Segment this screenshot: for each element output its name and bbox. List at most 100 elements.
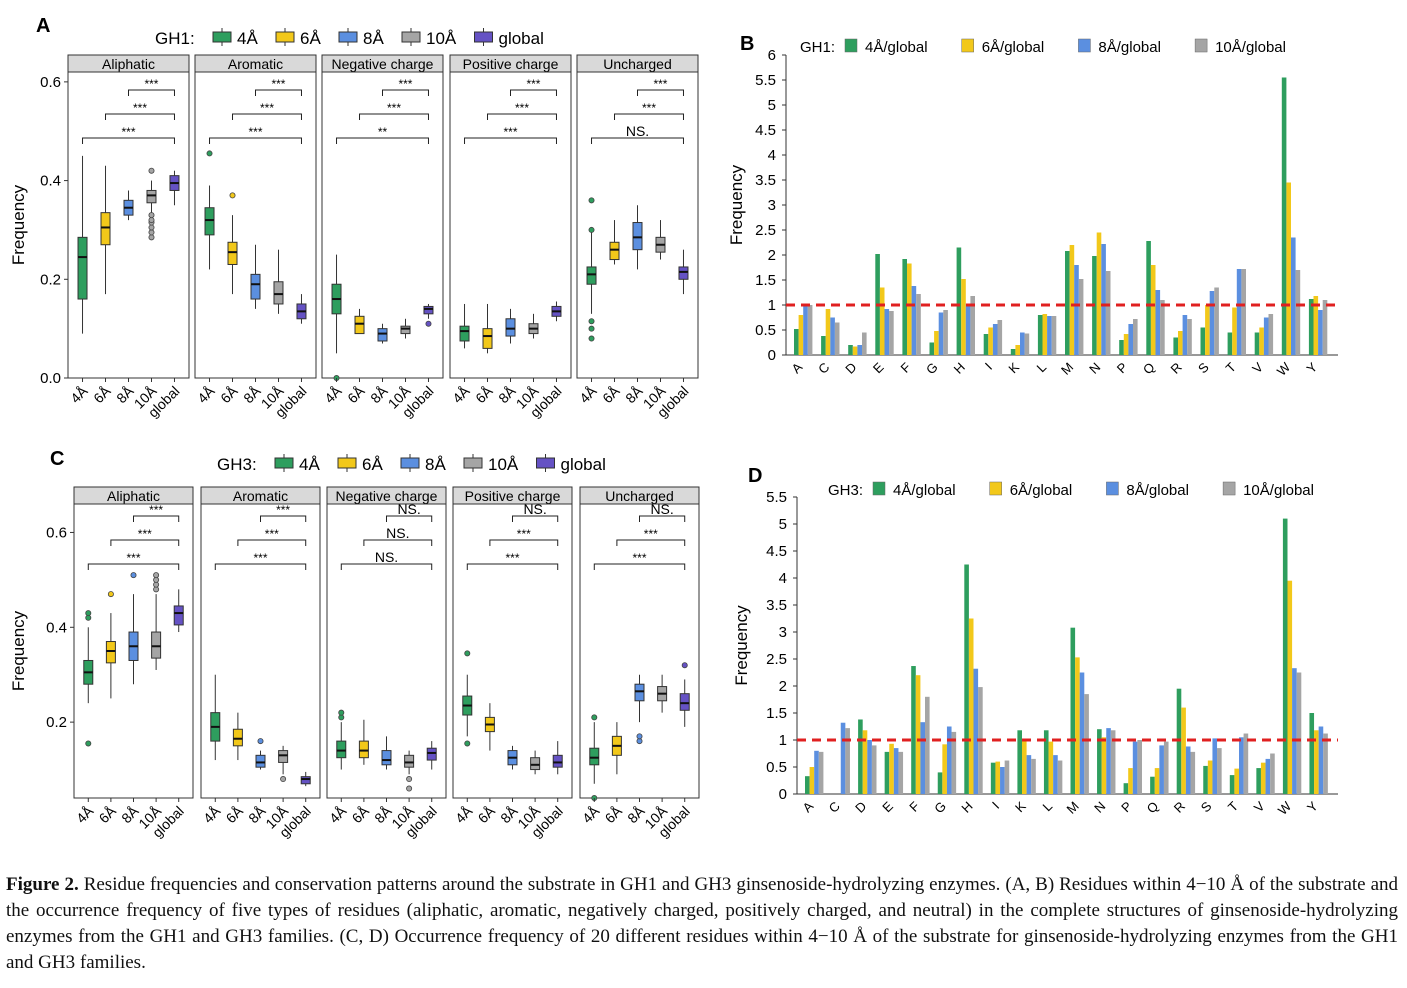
bar-G-2: [946, 726, 952, 794]
box-outlier: [85, 610, 92, 617]
box-outlier: [425, 320, 432, 327]
box-outlier: [130, 572, 137, 579]
box-outlier: [257, 738, 264, 745]
x-tick-label: 6Å: [599, 382, 623, 406]
bar-Y-1: [1313, 296, 1319, 355]
bar-V-2: [1263, 317, 1269, 355]
significance-label: ***: [121, 125, 135, 139]
box-iqr: [589, 747, 600, 766]
legend-key-box: [401, 31, 421, 43]
panel-label: C: [50, 448, 64, 470]
panel-C: C GH3: 4Å 6Å 8Å 10Å globalFrequency0.20.40.6Al…: [9, 448, 700, 841]
box-6A: [227, 192, 238, 295]
box-iqr: [609, 241, 620, 261]
bar-G-0: [929, 342, 935, 355]
y-tick-label: 5: [768, 97, 776, 114]
box-10A: [151, 572, 162, 670]
x-tick-label: A: [789, 359, 806, 376]
bar-M-3: [1084, 694, 1089, 794]
legend-key-box: [463, 457, 483, 469]
bar-S-0: [1203, 765, 1208, 794]
box-iqr: [100, 212, 111, 246]
box-outlier: [148, 212, 155, 219]
facet-title: Negative charge: [336, 488, 438, 504]
bar-D-0: [858, 719, 863, 794]
legend-key-icon: [463, 454, 483, 472]
bar-K-3: [1024, 333, 1030, 355]
x-tick-label: 6Å: [217, 382, 241, 406]
box-global: [551, 301, 562, 322]
significance-label: **: [378, 125, 388, 139]
bar-S-0: [1200, 327, 1206, 355]
legend-label: 6Å: [300, 29, 321, 48]
significance-label: ***: [276, 503, 290, 517]
bar-V-3: [1268, 314, 1274, 355]
significance-label: ***: [149, 503, 163, 517]
y-tick-label: 6: [768, 47, 776, 64]
bar-N-1: [1101, 737, 1107, 794]
box-outlier: [588, 226, 595, 233]
bar-P-1: [1128, 768, 1133, 794]
y-tick-label: 5: [779, 516, 787, 533]
bar-N-2: [1106, 728, 1111, 794]
legend-label: 8Å/global: [1098, 39, 1161, 56]
significance-bracket: [359, 113, 429, 120]
facet-frame: [200, 503, 321, 799]
legend-swatch: [989, 481, 1002, 496]
y-tick-label: 3: [779, 624, 787, 641]
bar-A-3: [818, 751, 824, 794]
box-iqr: [400, 325, 411, 335]
significance-bracket: [616, 539, 686, 546]
box-iqr: [426, 747, 437, 761]
bar-I-2: [992, 324, 998, 355]
bar-H-0: [964, 564, 969, 794]
x-tick-label: I: [982, 360, 995, 373]
legend-label: 10Å: [488, 455, 519, 474]
x-tick-label: 6Å: [96, 802, 120, 826]
facet-title: Positive charge: [463, 56, 559, 72]
bar-R-2: [1182, 315, 1188, 355]
bar-V-1: [1260, 762, 1266, 794]
x-tick-label: 4Å: [576, 382, 600, 406]
box-4A: [459, 303, 470, 349]
box-iqr: [679, 693, 690, 711]
bar-W-2: [1292, 668, 1297, 794]
significance-label: ***: [644, 527, 658, 541]
x-tick-label: A: [800, 798, 817, 815]
bar-A-3: [807, 305, 813, 355]
x-tick-label: E: [870, 359, 887, 376]
x-tick-label: N: [1086, 360, 1103, 377]
x-tick-label: 4Å: [67, 382, 91, 406]
bar-Q-2: [1159, 745, 1164, 794]
bar-N-3: [1110, 730, 1116, 794]
bar-M-1: [1069, 245, 1075, 355]
box-outlier: [588, 197, 595, 204]
legend-title: GH3:: [217, 455, 257, 474]
box-4A: [586, 197, 597, 342]
legend-key-icon: [400, 454, 420, 472]
facet-frame: [67, 71, 190, 379]
bar-G-0: [937, 772, 943, 794]
x-tick-label: F: [906, 798, 922, 814]
x-tick-label: W: [1274, 359, 1294, 379]
box-8A: [634, 674, 645, 745]
x-tick-label: N: [1091, 799, 1108, 816]
box-global: [679, 662, 690, 727]
y-tick-label: 2: [768, 247, 776, 264]
bar-R-1: [1181, 707, 1186, 794]
legend-swatch: [1222, 481, 1236, 496]
x-tick-label: 4Å: [452, 802, 476, 826]
box-iqr: [204, 207, 215, 236]
bar-Y-3: [1323, 733, 1328, 794]
x-tick-label: R: [1167, 360, 1184, 377]
legend-key-icon: [474, 28, 493, 46]
x-tick-label: V: [1249, 359, 1266, 376]
significance-label: NS.: [523, 501, 546, 517]
box-outlier: [206, 150, 213, 157]
bar-R-0: [1173, 337, 1178, 355]
y-tick-label: 0: [779, 786, 787, 803]
significance-label: ***: [144, 77, 158, 91]
